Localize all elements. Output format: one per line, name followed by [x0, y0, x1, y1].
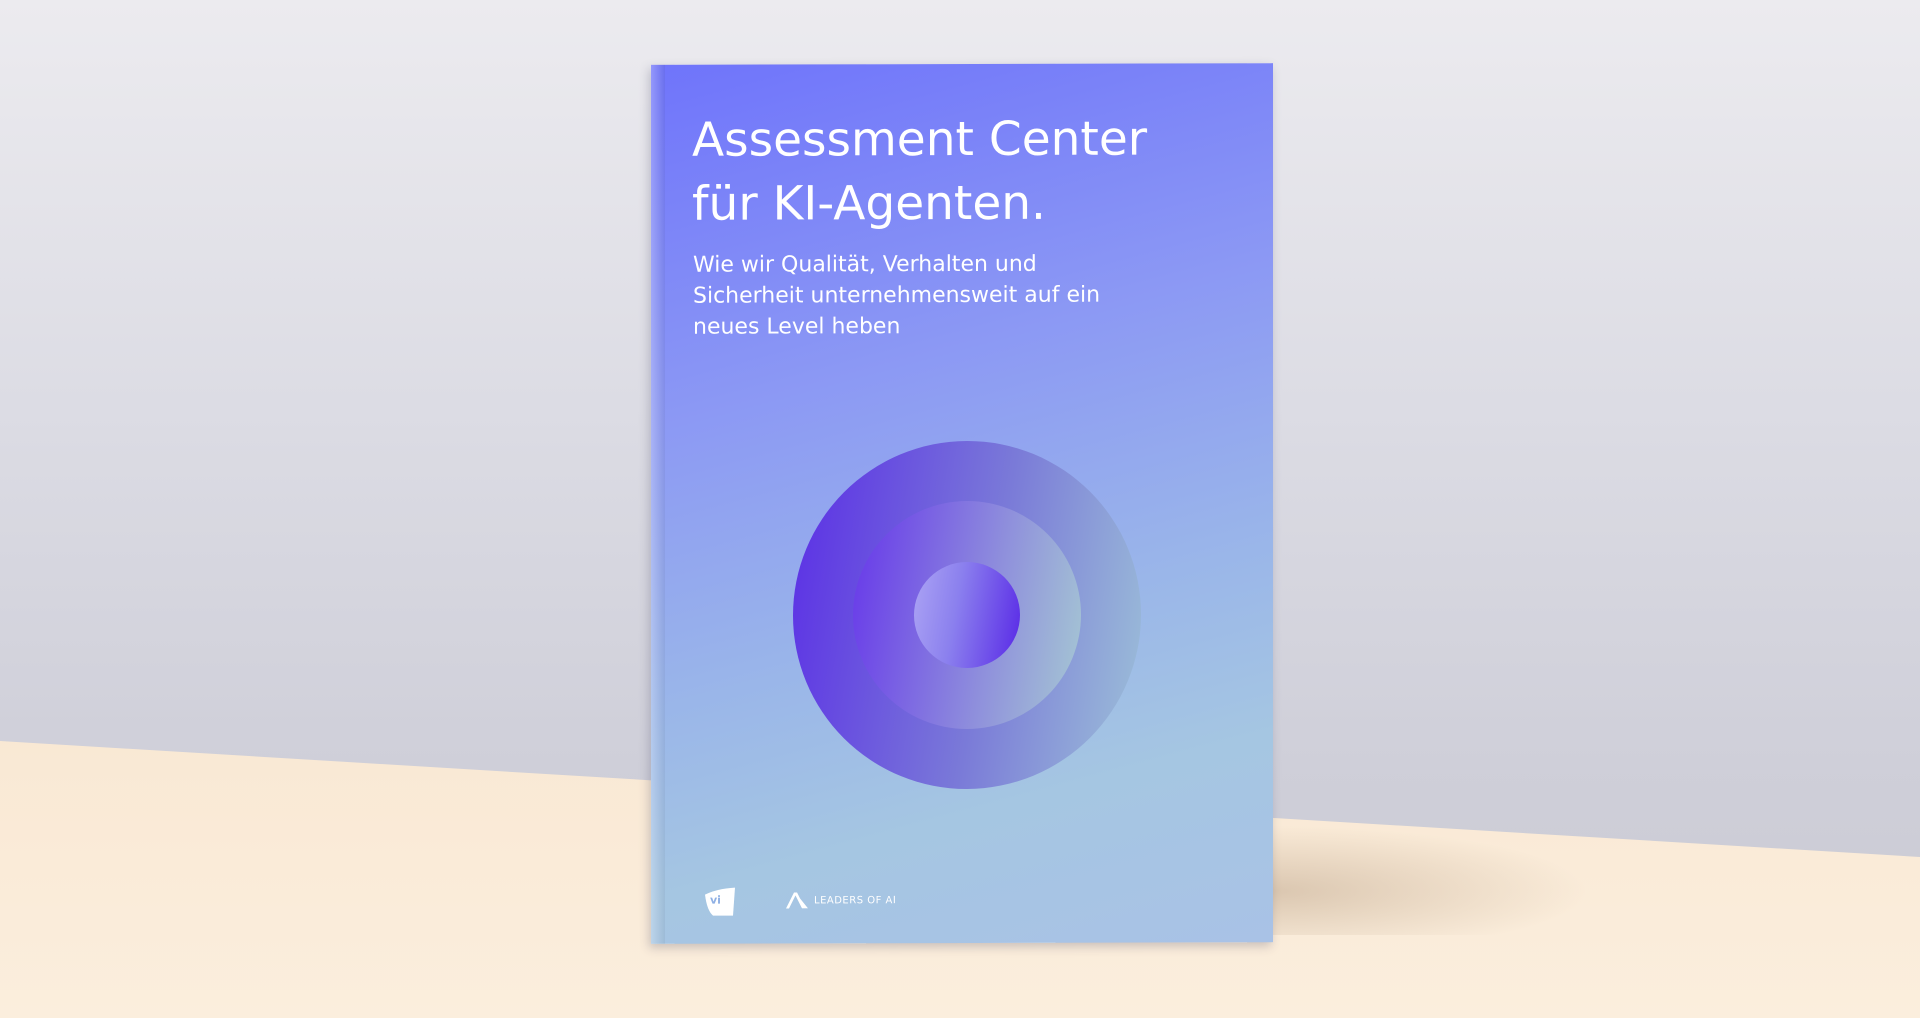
title-line: Assessment Center [692, 111, 1148, 168]
subtitle-line: Wie wir Qualität, Verhalten und [693, 251, 1037, 278]
book-spine [651, 64, 665, 944]
title-line: für KI-Agenten. [692, 175, 1046, 232]
leaders-of-ai-logo: LEADERS OF AI [786, 892, 897, 909]
subtitle-line: Sicherheit unternehmensweit auf ein [693, 282, 1101, 309]
book-title: Assessment Center für KI-Agenten. [692, 108, 1147, 237]
svg-text:vi: vi [710, 894, 721, 907]
subtitle-line: neues Level heben [693, 314, 901, 340]
leaders-of-ai-icon [786, 892, 808, 909]
inner-circle [914, 561, 1020, 669]
book-cover: Assessment Center für KI-Agenten. Wie wi… [651, 63, 1273, 944]
book-shadow [1270, 825, 1590, 935]
leaders-of-ai-text: LEADERS OF AI [814, 894, 897, 906]
book-subtitle: Wie wir Qualität, Verhalten und Sicherhe… [693, 248, 1173, 342]
vi-logo-icon: vi [705, 887, 735, 916]
